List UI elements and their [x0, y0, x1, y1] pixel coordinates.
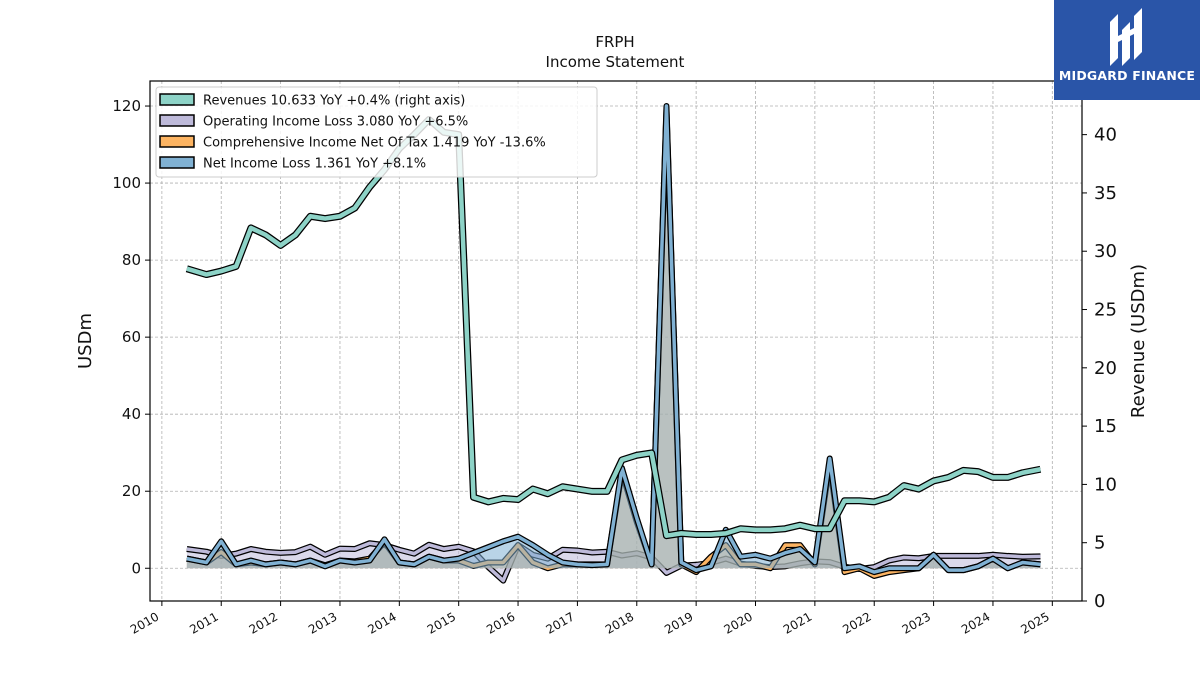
- y-tick-label-right: 30: [1094, 241, 1117, 262]
- legend-item: Operating Income Loss 3.080 YoY +6.5%: [159, 114, 468, 130]
- y-tick-label-right: 0: [1094, 591, 1105, 612]
- legend-box: [155, 86, 598, 178]
- series-net-income-loss: [186, 103, 1041, 576]
- y-tick-label-left: 120: [112, 97, 141, 115]
- series-layer: [185, 103, 1042, 584]
- x-tick-label: 2025: [1018, 609, 1051, 636]
- series-line: [186, 117, 1041, 538]
- y-tick-label-left: 100: [112, 174, 141, 192]
- plot-frame: [149, 80, 1083, 602]
- midgard-finance-logo: MIDGARD FINANCE: [1054, 0, 1200, 100]
- logo-mark-icon: [1110, 8, 1142, 66]
- x-tick-label: 2019: [662, 609, 695, 636]
- y-tick-label-right: 35: [1094, 183, 1117, 204]
- legend-swatch: [159, 93, 195, 106]
- x-tick-label: 2022: [840, 609, 873, 636]
- x-tick-label: 2023: [900, 609, 933, 636]
- x-tick-label: 2010: [128, 609, 161, 636]
- x-tick-label: 2018: [603, 609, 636, 636]
- y-tick-label-right: 25: [1094, 300, 1117, 321]
- legend-label: Revenues 10.633 YoY +0.4% (right axis): [203, 94, 465, 109]
- chart-subtitle: Income Statement: [546, 53, 685, 71]
- y-tick-label-right: 5: [1094, 533, 1105, 554]
- y-tick-label-right: 40: [1094, 125, 1117, 146]
- x-tick-label: 2013: [306, 609, 339, 636]
- legend-label: Operating Income Loss 3.080 YoY +6.5%: [203, 115, 468, 130]
- y-tick-label-right: 15: [1094, 416, 1117, 437]
- x-tick-label: 2021: [781, 609, 814, 636]
- x-tick-label: 2012: [247, 609, 280, 636]
- y-axis-label-left: USDm: [75, 313, 96, 369]
- legend-label: Comprehensive Income Net Of Tax 1.419 Yo…: [203, 136, 546, 151]
- chart-title: FRPH: [595, 33, 634, 51]
- x-tick-label: 2015: [425, 609, 458, 636]
- x-tick-label: 2014: [365, 609, 398, 636]
- legend-swatch: [159, 135, 195, 148]
- y-axis-label-right: Revenue (USDm): [1128, 264, 1149, 418]
- legend-item: Net Income Loss 1.361 YoY +8.1%: [159, 156, 426, 172]
- x-tick-label: 2024: [959, 609, 992, 636]
- y-tick-label-right: 10: [1094, 474, 1117, 495]
- x-tick-label: 2020: [722, 609, 755, 636]
- y-tick-label-left: 0: [131, 559, 141, 577]
- legend-item: Comprehensive Income Net Of Tax 1.419 Yo…: [159, 135, 546, 151]
- legend: Revenues 10.633 YoY +0.4% (right axis) Op…: [155, 86, 598, 178]
- legend-swatch: [159, 114, 195, 127]
- y-tick-label-left: 60: [122, 328, 141, 346]
- x-tick-label: 2017: [543, 609, 576, 636]
- series-revenues: [185, 115, 1042, 540]
- y-tick-label-left: 40: [122, 405, 141, 423]
- y-tick-label-left: 20: [122, 482, 141, 500]
- logo-text: MIDGARD FINANCE: [1058, 68, 1196, 83]
- x-tick-label: 2011: [187, 609, 220, 636]
- legend-label: Net Income Loss 1.361 YoY +8.1%: [203, 157, 426, 172]
- legend-swatch: [159, 156, 195, 169]
- legend-item: Revenues 10.633 YoY +0.4% (right axis): [159, 93, 465, 109]
- series-line: [186, 104, 1041, 574]
- x-tick-label: 2016: [484, 609, 517, 636]
- y-tick-label-left: 80: [122, 251, 141, 269]
- y-tick-label-right: 20: [1094, 358, 1117, 379]
